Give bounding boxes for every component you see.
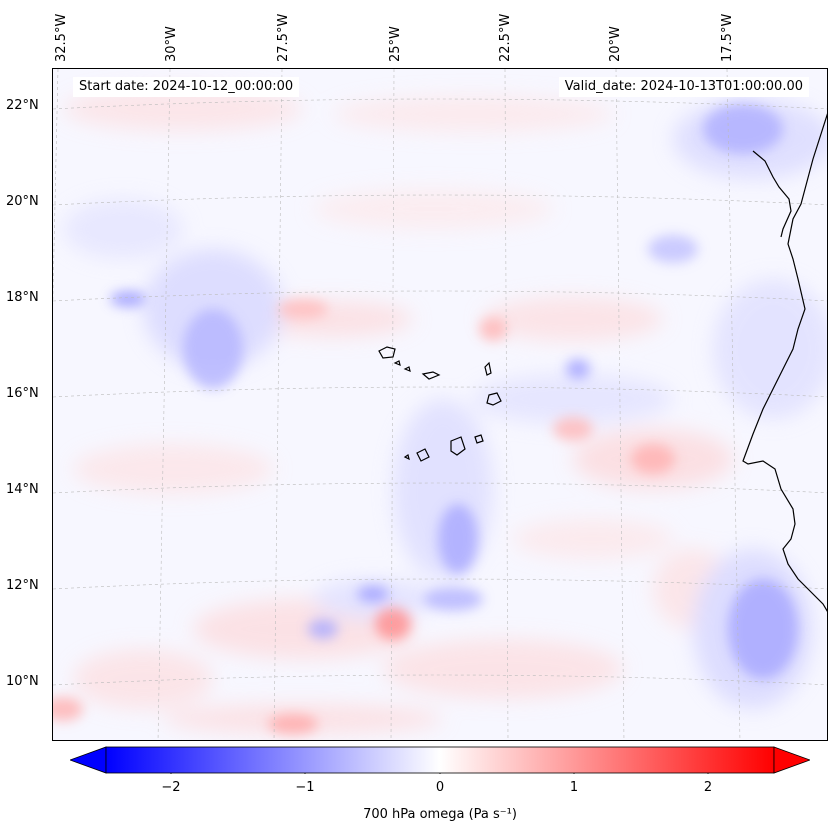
- omega-field-map: [53, 69, 827, 740]
- omega-contour-field: [53, 87, 827, 734]
- lon-label-30w: 30°W: [164, 26, 179, 62]
- lon-label-32-5w: 32.5°W: [54, 13, 69, 62]
- colorbar-tick-1: 1: [569, 780, 579, 795]
- colorbar-extend-min: [68, 746, 107, 774]
- coastline: [742, 113, 827, 612]
- colorbar-label: 700 hPa omega (Pa s⁻¹): [363, 807, 517, 822]
- lon-label-22-5w: 22.5°W: [498, 13, 513, 62]
- start-date-label: Start date: 2024-10-12_00:00:00: [73, 77, 300, 97]
- colorbar-tick-neg2: −2: [161, 780, 181, 795]
- cape-verde-islands: [378, 346, 502, 462]
- colorbar-extend-max: [773, 746, 812, 774]
- lon-label-17-5w: 17.5°W: [720, 13, 735, 62]
- colorbar-tick-0: 0: [435, 780, 445, 795]
- lat-label-16n: 16°N: [6, 386, 39, 401]
- colorbar-tick-2: 2: [703, 780, 713, 795]
- graticule: [53, 69, 827, 740]
- colorbar-tick-neg1: −1: [295, 780, 315, 795]
- lat-label-18n: 18°N: [6, 290, 39, 305]
- lat-label-20n: 20°N: [6, 194, 39, 209]
- colorbar-gradient: [68, 746, 812, 777]
- colorbar: [68, 746, 812, 777]
- lon-label-20w: 20°W: [608, 26, 623, 62]
- lon-label-27-5w: 27.5°W: [276, 13, 291, 62]
- map-panel: Start date: 2024-10-12_00:00:00 Valid_da…: [52, 68, 828, 741]
- valid-date-label: Valid_date: 2024-10-13T01:00:00.00: [558, 77, 809, 97]
- lat-label-12n: 12°N: [6, 578, 39, 593]
- lat-label-14n: 14°N: [6, 482, 39, 497]
- lat-label-10n: 10°N: [6, 674, 39, 689]
- lat-label-22n: 22°N: [6, 98, 39, 113]
- lon-label-25w: 25°W: [388, 26, 403, 62]
